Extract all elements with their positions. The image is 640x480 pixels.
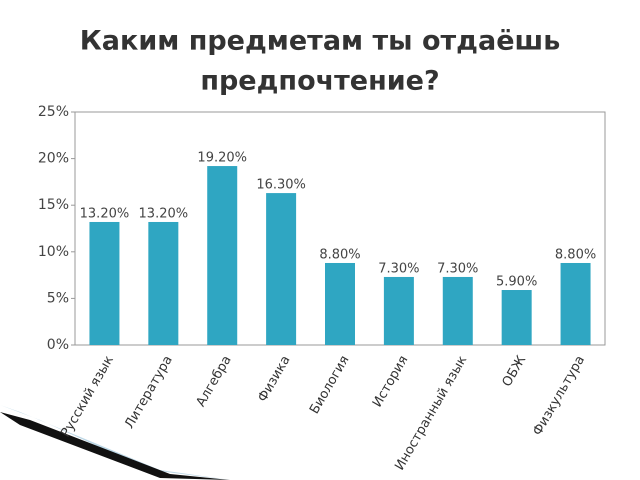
value-label: 7.30% xyxy=(378,261,419,276)
chart-title: Каким предметам ты отдаёшь xyxy=(80,26,561,57)
bar xyxy=(501,290,532,345)
value-label: 13.20% xyxy=(139,206,189,221)
bar xyxy=(207,166,238,345)
x-tick-label: История xyxy=(370,353,411,410)
y-tick-label: 0% xyxy=(47,337,69,353)
value-label: 16.30% xyxy=(256,178,306,193)
y-tick-label: 10% xyxy=(38,244,69,260)
value-label: 7.30% xyxy=(437,261,478,276)
bar xyxy=(383,276,414,345)
x-tick-label: ОБЖ xyxy=(500,353,530,389)
x-tick-label: Физика xyxy=(255,353,293,405)
value-label: 13.20% xyxy=(80,206,130,221)
bar xyxy=(325,262,355,345)
x-tick-label: Литература xyxy=(122,353,176,431)
x-tick-label: Физкультура xyxy=(530,353,588,438)
y-tick-label: 20% xyxy=(38,151,69,167)
decoration xyxy=(0,405,230,480)
bar xyxy=(148,221,179,345)
chart-title: предпочтение? xyxy=(200,66,439,97)
value-label: 8.80% xyxy=(319,247,360,262)
bar xyxy=(89,221,120,345)
bar xyxy=(442,276,473,345)
y-tick-label: 25% xyxy=(38,104,69,120)
bar xyxy=(266,193,297,345)
decoration xyxy=(0,412,230,480)
x-tick-label: Алгебра xyxy=(194,353,235,409)
x-tick-label: Русский язык xyxy=(58,353,117,440)
value-label: 8.80% xyxy=(555,247,596,262)
value-label: 19.20% xyxy=(197,151,247,166)
x-tick-label: Биология xyxy=(307,353,352,417)
y-tick-label: 15% xyxy=(38,197,69,213)
y-tick-label: 5% xyxy=(47,290,69,306)
bar xyxy=(560,262,591,345)
value-label: 5.90% xyxy=(496,275,537,290)
